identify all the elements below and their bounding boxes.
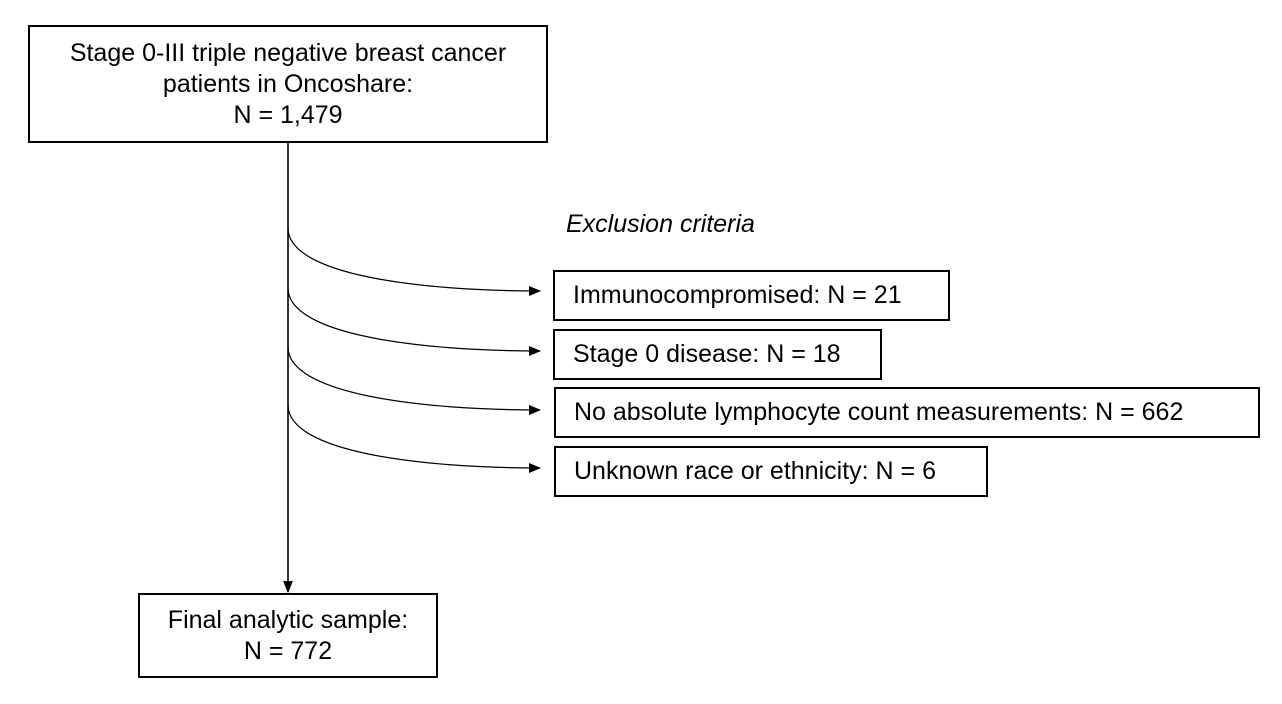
exclusion-label-lymphocyte: No absolute lymphocyte count measurement… [574,398,1184,426]
exclusion-arrow-race [287,404,541,473]
exclusion-criteria-heading: Exclusion criteria [566,210,755,238]
final-box-line-1: Final analytic sample: [167,605,409,634]
source-box-line-1: Stage 0-III triple negative breast cance… [69,38,507,67]
exclusion-box-lymphocyte: No absolute lymphocyte count measurement… [554,387,1260,438]
exclusion-box-race: Unknown race or ethnicity: N = 6 [554,446,988,497]
exclusion-label-stage0: Stage 0 disease: N = 18 [573,340,841,368]
exclusion-arrow-lymphocyte [287,346,541,415]
source-box-line-2: patients in Oncoshare: [162,69,414,98]
exclusion-label-race: Unknown race or ethnicity: N = 6 [574,457,936,485]
exclusion-arrow-immunocompromised [287,227,541,296]
final-sample-box: Final analytic sample: N = 772 [138,593,438,678]
exclusion-label-immunocompromised: Immunocompromised: N = 21 [573,281,902,309]
final-box-line-2: N = 772 [243,636,333,665]
exclusion-box-immunocompromised: Immunocompromised: N = 21 [553,270,950,321]
source-population-box: Stage 0-III triple negative breast cance… [28,25,548,143]
source-box-line-3: N = 1,479 [233,100,343,129]
exclusion-box-stage0: Stage 0 disease: N = 18 [553,329,882,380]
exclusion-arrow-stage0 [287,287,541,356]
